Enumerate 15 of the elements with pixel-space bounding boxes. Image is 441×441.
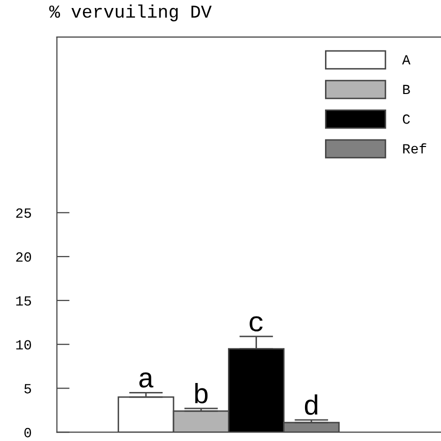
y-tick-label: 0 [24,428,32,438]
y-tick-label: 20 [16,252,32,262]
annotation: d [304,394,318,415]
legend-label: B [403,84,410,94]
y-tick-label: 15 [16,296,32,306]
legend-label: A [402,55,410,64]
legend-label: Ref [403,143,426,154]
y-tick-label: 25 [16,208,32,218]
legend-label: C [402,114,410,124]
annotation: a [139,372,154,388]
annotation: c [250,316,263,332]
chart-title: % vervuiling DV [49,4,212,22]
y-tick-label: 10 [16,340,32,350]
y-tick-label: 5 [24,384,32,394]
annotation: b [195,383,208,404]
